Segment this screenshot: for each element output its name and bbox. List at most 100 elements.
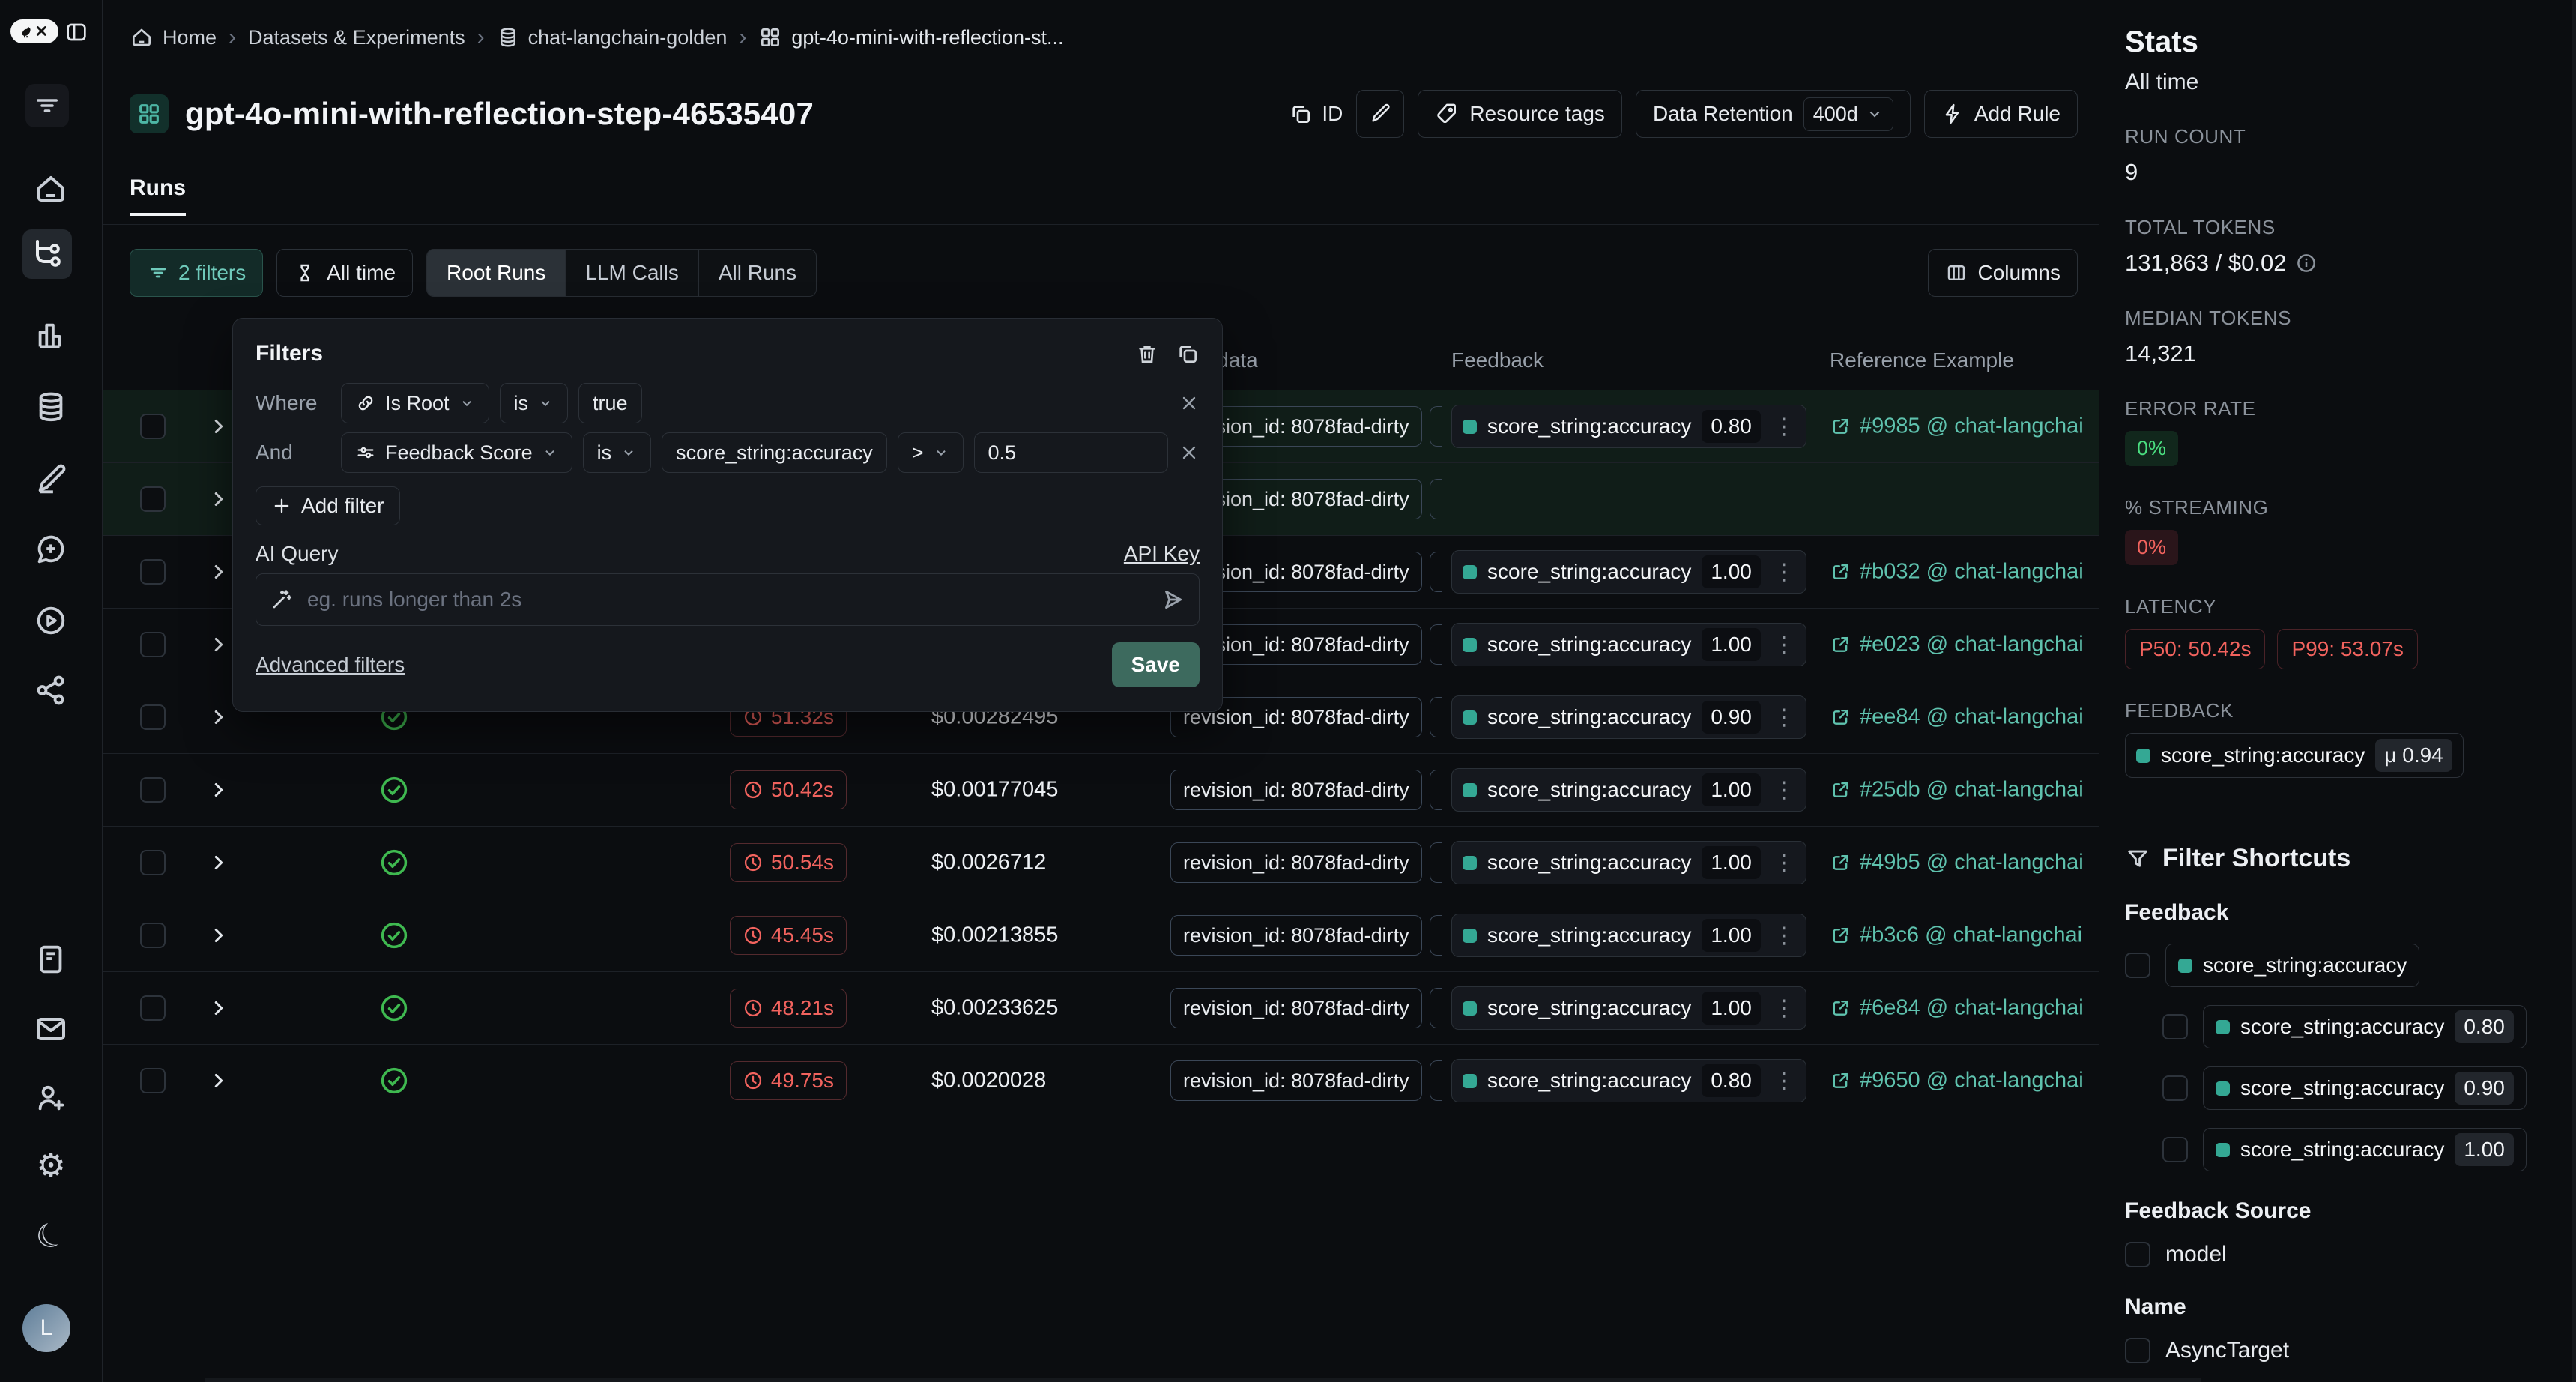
table-row[interactable]: 45.45s $0.00213855 revision_id: 8078fad-…	[103, 899, 2099, 971]
row-checkbox[interactable]	[140, 1068, 166, 1093]
breadcrumb-home[interactable]: Home	[130, 25, 217, 49]
reference-example-link[interactable]: #25db @ chat-langchai	[1830, 778, 2099, 803]
docs-icon[interactable]	[30, 938, 72, 980]
feedback-chip[interactable]: score_string:accuracy 0.80 ⋮	[1451, 1059, 1806, 1102]
filter-feedback-key[interactable]: score_string:accuracy	[662, 432, 887, 473]
name-checkbox[interactable]	[2125, 1338, 2150, 1363]
settings-gear-icon[interactable]: ⚙	[36, 1147, 66, 1184]
filter-value[interactable]: true	[578, 383, 642, 423]
api-key-link[interactable]: API Key	[1123, 542, 1200, 565]
row-expand-chevron-icon[interactable]	[208, 997, 230, 1019]
kebab-menu-icon[interactable]: ⋮	[1772, 704, 1795, 730]
kebab-menu-icon[interactable]: ⋮	[1772, 1068, 1795, 1093]
row-checkbox[interactable]	[140, 923, 166, 948]
feedback-chip[interactable]: score_string:accuracy 1.00 ⋮	[1451, 550, 1806, 594]
breadcrumb-current-experiment[interactable]: gpt-4o-mini-with-reflection-st...	[758, 25, 1063, 49]
tab-runs[interactable]: Runs	[130, 175, 186, 216]
advanced-filters-link[interactable]: Advanced filters	[256, 653, 405, 676]
metadata-chip[interactable]: revision_id: 8078fad-dirty	[1170, 697, 1422, 737]
kebab-menu-icon[interactable]: ⋮	[1772, 414, 1795, 439]
row-checkbox[interactable]	[140, 995, 166, 1021]
filter-value-input[interactable]: 0.5	[973, 432, 1168, 473]
row-expand-chevron-icon[interactable]	[208, 633, 230, 656]
add-rule-button[interactable]: Add Rule	[1923, 90, 2078, 138]
filter-field-dropdown[interactable]: Is Root	[341, 383, 489, 423]
feedback-summary-chip[interactable]: score_string:accuracy μ 0.94	[2125, 733, 2464, 778]
monitoring-icon[interactable]	[30, 315, 72, 357]
feedback-chip[interactable]: score_string:accuracy 1.00 ⋮	[1451, 914, 1806, 957]
row-expand-chevron-icon[interactable]	[208, 851, 230, 874]
reference-example-link[interactable]: #b3c6 @ chat-langchai	[1830, 923, 2099, 948]
row-expand-chevron-icon[interactable]	[208, 706, 230, 728]
feedback-chip[interactable]: score_string:accuracy 0.90 ⋮	[1451, 695, 1806, 739]
filter-comparator-dropdown[interactable]: >	[897, 432, 964, 473]
breadcrumb-dataset[interactable]: chat-langchain-golden	[497, 26, 727, 49]
shortcut-checkbox[interactable]	[2125, 953, 2150, 978]
segment-llm-calls[interactable]: LLM Calls	[566, 250, 699, 296]
shortcut-chip[interactable]: score_string:accuracy	[2165, 944, 2420, 987]
shortcut-chip[interactable]: score_string:accuracy 0.80	[2203, 1005, 2527, 1048]
resource-tags-button[interactable]: Resource tags	[1418, 90, 1622, 138]
metadata-chip[interactable]: revision_id: 8078fad-dirty	[1170, 988, 1422, 1028]
invite-user-plus-icon[interactable]	[30, 1077, 72, 1119]
column-header-reference-example[interactable]: Reference Example	[1830, 348, 2014, 372]
playground-play-icon[interactable]	[30, 600, 72, 642]
metadata-chip[interactable]: revision_id: 8078fad-dirty	[1170, 842, 1422, 883]
ai-query-input[interactable]	[306, 587, 1148, 612]
reference-example-link[interactable]: #6e84 @ chat-langchai	[1830, 996, 2099, 1021]
row-checkbox[interactable]	[140, 777, 166, 803]
reference-example-link[interactable]: #9985 @ chat-langchai	[1830, 414, 2099, 439]
datasets-icon[interactable]	[30, 386, 72, 428]
row-checkbox[interactable]	[140, 486, 166, 512]
vertical-scrollbar[interactable]	[2572, 0, 2576, 1382]
remove-filter-icon[interactable]	[1179, 393, 1200, 414]
kebab-menu-icon[interactable]: ⋮	[1772, 850, 1795, 875]
data-retention-button[interactable]: Data Retention 400d	[1635, 90, 1911, 138]
tracing-projects-icon[interactable]	[22, 229, 72, 279]
filters-count-button[interactable]: 2 filters	[130, 249, 264, 297]
shortcut-chip[interactable]: score_string:accuracy 1.00	[2203, 1128, 2527, 1171]
time-range-button[interactable]: All time	[276, 249, 414, 297]
kebab-menu-icon[interactable]: ⋮	[1772, 995, 1795, 1021]
reference-example-link[interactable]: #b032 @ chat-langchai	[1830, 560, 2099, 585]
table-row[interactable]: 49.75s $0.0020028 revision_id: 8078fad-d…	[103, 1044, 2099, 1117]
send-icon[interactable]	[1160, 587, 1185, 612]
annotation-pencil-icon[interactable]	[30, 459, 72, 501]
filter-field-dropdown[interactable]: Feedback Score	[341, 432, 572, 473]
row-checkbox[interactable]	[140, 414, 166, 439]
metadata-chip[interactable]: revision_id: 8078fad-dirty	[1170, 1060, 1422, 1101]
kebab-menu-icon[interactable]: ⋮	[1772, 632, 1795, 657]
source-checkbox[interactable]	[2125, 1242, 2150, 1267]
feedback-chip[interactable]: score_string:accuracy 0.80 ⋮	[1451, 405, 1806, 448]
save-filter-button[interactable]: Save	[1111, 642, 1200, 687]
columns-button[interactable]: Columns	[1927, 249, 2078, 297]
row-expand-chevron-icon[interactable]	[208, 561, 230, 583]
column-header-feedback[interactable]: Feedback	[1451, 348, 1544, 372]
table-row[interactable]: revision_id: 8078fad-dirty score_string:…	[103, 608, 2099, 681]
row-expand-chevron-icon[interactable]	[208, 924, 230, 947]
reference-example-link[interactable]: #e023 @ chat-langchai	[1830, 633, 2099, 657]
kebab-menu-icon[interactable]: ⋮	[1772, 777, 1795, 803]
remove-filter-icon[interactable]	[1179, 442, 1200, 463]
shortcut-checkbox[interactable]	[2162, 1075, 2188, 1101]
reference-example-link[interactable]: #9650 @ chat-langchai	[1830, 1069, 2099, 1093]
inbox-mail-icon[interactable]	[30, 1008, 72, 1050]
feedback-chip[interactable]: score_string:accuracy 1.00 ⋮	[1451, 986, 1806, 1030]
metadata-chip[interactable]: revision_id: 8078fad-dirty	[1170, 915, 1422, 956]
edit-name-button[interactable]	[1356, 90, 1405, 138]
row-expand-chevron-icon[interactable]	[208, 488, 230, 510]
collapse-sidebar-icon[interactable]	[63, 20, 90, 44]
metadata-chip[interactable]: revision_id: 8078fad-dirty	[1170, 770, 1422, 810]
segment-root-runs[interactable]: Root Runs	[427, 250, 566, 296]
avatar[interactable]: L	[22, 1304, 70, 1352]
kebab-menu-icon[interactable]: ⋮	[1772, 559, 1795, 585]
copy-id-button[interactable]: ID	[1289, 102, 1343, 126]
row-expand-chevron-icon[interactable]	[208, 415, 230, 438]
filter-operator-dropdown[interactable]: is	[499, 383, 569, 423]
copy-filters-icon[interactable]	[1176, 342, 1200, 366]
prompts-chat-plus-icon[interactable]	[30, 529, 72, 571]
horizontal-scrollbar[interactable]	[205, 1378, 2201, 1382]
table-row[interactable]: 50.42s $0.00177045 revision_id: 8078fad-…	[103, 753, 2099, 826]
filter-operator-dropdown[interactable]: is	[582, 432, 652, 473]
shortcut-checkbox[interactable]	[2162, 1137, 2188, 1162]
